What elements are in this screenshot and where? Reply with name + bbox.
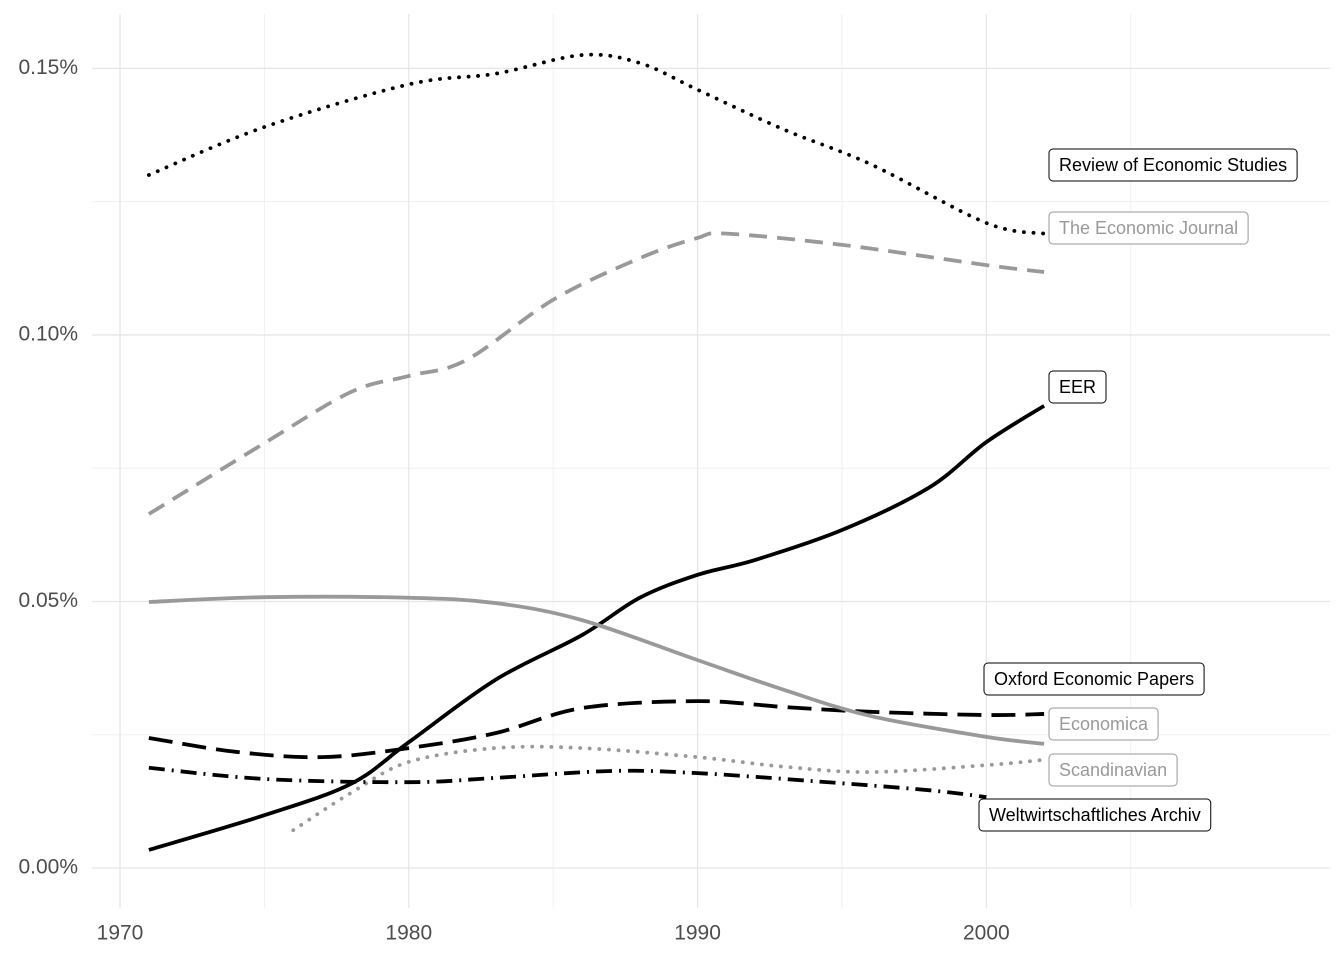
label-box	[1048, 753, 1178, 787]
y-tick-label: 0.05%	[18, 589, 78, 612]
label-box	[978, 798, 1212, 832]
label-text: Economica	[1059, 714, 1149, 734]
x-tick-label: 1990	[674, 922, 721, 945]
series-label: Weltwirtschaftliches Archiv	[978, 798, 1212, 832]
x-tick-label: 2000	[963, 922, 1010, 945]
label-text: Review of Economic Studies	[1059, 155, 1287, 175]
series-label: EER	[1048, 370, 1107, 404]
label-box	[1048, 370, 1107, 404]
x-tick-label: 1970	[97, 922, 144, 945]
x-tick-label: 1980	[385, 922, 432, 945]
series-line	[291, 744, 1047, 833]
label-box	[1048, 148, 1298, 182]
series-line	[148, 594, 1045, 746]
y-tick-label: 0.10%	[18, 322, 78, 345]
y-tick-label: 0.15%	[18, 56, 78, 79]
series-label: Oxford Economic Papers	[983, 662, 1205, 696]
label-text: Scandinavian	[1059, 760, 1167, 780]
series-label: Review of Economic Studies	[1048, 148, 1298, 182]
series-label: The Economic Journal	[1048, 211, 1249, 245]
label-text: The Economic Journal	[1059, 218, 1238, 238]
series-line	[148, 404, 1046, 852]
label-box	[1048, 211, 1249, 245]
y-tick-label: 0.00%	[18, 856, 78, 879]
series-line	[147, 231, 1045, 516]
series-label: Economica	[1048, 707, 1159, 741]
series-line	[148, 765, 987, 800]
label-text: Oxford Economic Papers	[994, 669, 1194, 689]
series-line	[148, 699, 1045, 760]
label-text: Weltwirtschaftliches Archiv	[989, 805, 1201, 825]
label-text: EER	[1059, 377, 1096, 397]
label-box	[1048, 707, 1159, 741]
series-label: Scandinavian	[1048, 753, 1178, 787]
label-box	[983, 662, 1205, 696]
series-line	[146, 52, 1047, 236]
